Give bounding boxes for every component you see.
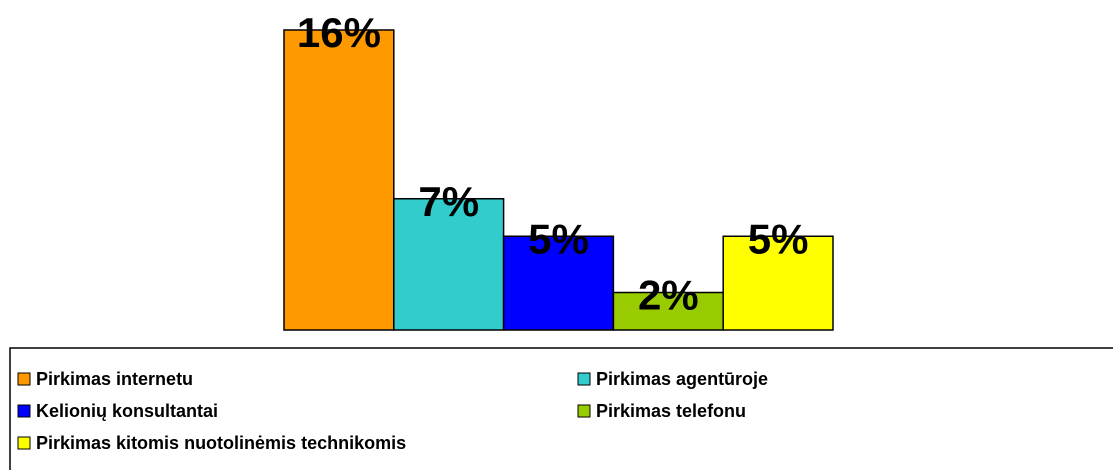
legend-marker [17,372,31,386]
legend-marker [17,436,31,450]
legend-label: Pirkimas telefonu [596,401,746,421]
legend-label: Pirkimas kitomis nuotolinėmis technikomi… [36,433,406,453]
bar [722,235,834,331]
legend-box [9,347,1113,470]
value-label: 5% [528,215,589,262]
legend-marker [17,404,31,418]
bar [283,29,395,331]
legend-label: Kelionių konsultantai [36,401,218,421]
value-label: 16% [297,9,381,56]
bar [393,198,505,331]
legend-marker [577,372,591,386]
legend-label: Pirkimas internetu [36,369,193,389]
bar [502,235,615,331]
legend-label: Pirkimas agentūroje [596,369,768,389]
value-label: 2% [638,272,699,319]
bar [612,291,724,331]
value-label: 7% [418,178,479,225]
value-label: 5% [748,215,809,262]
legend-marker [577,404,591,418]
